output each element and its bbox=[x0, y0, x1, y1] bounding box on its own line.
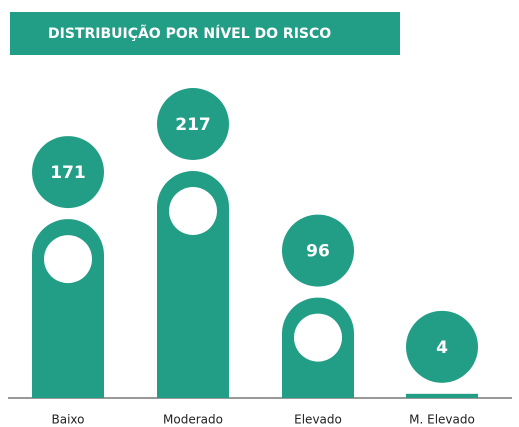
value-bubble bbox=[406, 310, 478, 383]
value-bubble bbox=[32, 136, 104, 209]
value-bubble bbox=[282, 214, 354, 287]
x-tick-label: Elevado bbox=[294, 413, 342, 427]
data-label: 171 bbox=[50, 163, 86, 183]
x-tick-label: Baixo bbox=[52, 413, 85, 427]
title-banner bbox=[10, 12, 400, 55]
bar-dot bbox=[294, 313, 342, 362]
data-label: 4 bbox=[436, 338, 448, 358]
chart-title: DISTRIBUIÇÃO POR NÍVEL DO RISCO bbox=[48, 25, 331, 42]
x-tick-label: M. Elevado bbox=[409, 413, 475, 427]
data-label: 217 bbox=[175, 115, 211, 135]
bar-dot bbox=[169, 187, 217, 235]
value-bubble bbox=[157, 88, 229, 160]
data-label: 96 bbox=[306, 242, 330, 262]
bar bbox=[157, 171, 229, 398]
bar bbox=[406, 393, 478, 398]
bar-dot bbox=[44, 235, 92, 284]
x-tick-label: Moderado bbox=[163, 413, 223, 427]
